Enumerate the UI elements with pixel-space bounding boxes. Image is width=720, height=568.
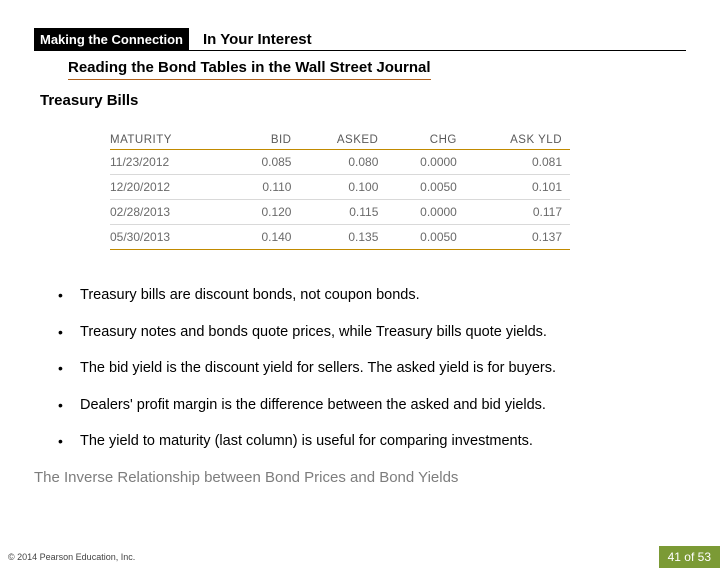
header-badge: Making the Connection — [34, 28, 189, 50]
bullet-item: Dealers' profit margin is the difference… — [58, 396, 686, 416]
col-chg: CHG — [386, 131, 464, 150]
col-askyld: ASK YLD — [465, 131, 570, 150]
table-row: 12/20/2012 0.110 0.100 0.0050 0.101 — [110, 175, 570, 200]
footer-text: The Inverse Relationship between Bond Pr… — [34, 469, 686, 486]
bullet-item: Treasury bills are discount bonds, not c… — [58, 286, 686, 306]
table-row: 05/30/2013 0.140 0.135 0.0050 0.137 — [110, 225, 570, 250]
col-asked: ASKED — [299, 131, 386, 150]
section-label: Treasury Bills — [40, 92, 686, 109]
page-number: 41 of 53 — [659, 546, 720, 568]
bullet-list: Treasury bills are discount bonds, not c… — [58, 286, 686, 452]
subtitle: Reading the Bond Tables in the Wall Stre… — [68, 59, 431, 80]
table-row: 02/28/2013 0.120 0.115 0.0000 0.117 — [110, 200, 570, 225]
col-maturity: MATURITY — [110, 131, 233, 150]
col-bid: BID — [233, 131, 300, 150]
table-header-row: MATURITY BID ASKED CHG ASK YLD — [110, 131, 570, 150]
bullet-item: Treasury notes and bonds quote prices, w… — [58, 323, 686, 343]
copyright: © 2014 Pearson Education, Inc. — [8, 552, 135, 562]
table-row: 11/23/2012 0.085 0.080 0.0000 0.081 — [110, 150, 570, 175]
bullet-item: The yield to maturity (last column) is u… — [58, 432, 686, 452]
tbill-table-wrap: MATURITY BID ASKED CHG ASK YLD 11/23/201… — [110, 131, 570, 250]
header-row: Making the Connection In Your Interest — [34, 28, 686, 51]
tbill-table: MATURITY BID ASKED CHG ASK YLD 11/23/201… — [110, 131, 570, 250]
bullet-item: The bid yield is the discount yield for … — [58, 359, 686, 379]
header-sub: In Your Interest — [203, 31, 312, 48]
